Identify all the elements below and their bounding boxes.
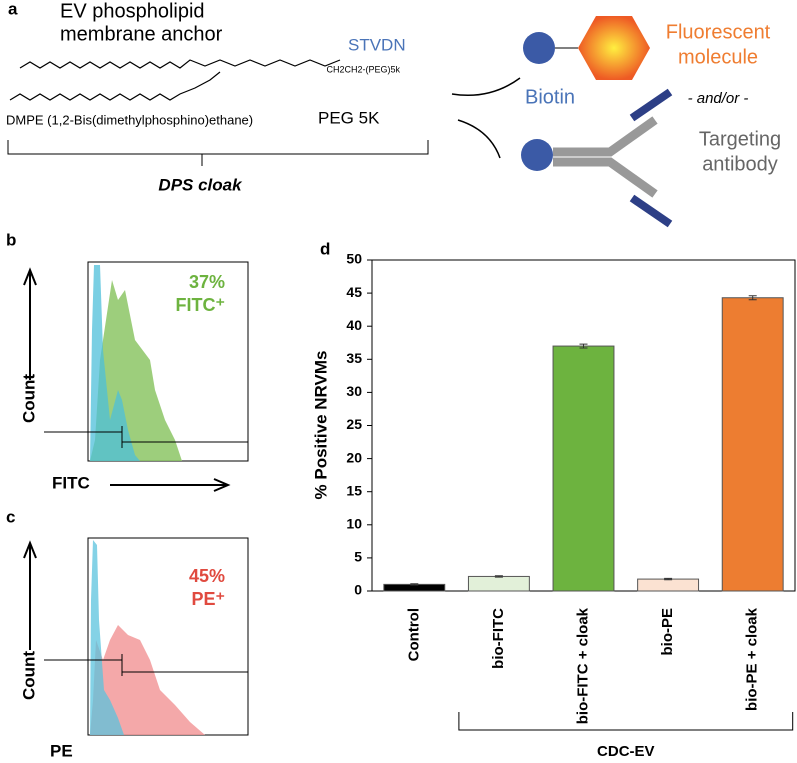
y-tick-label: 50 [346, 251, 362, 267]
histogram-pe [90, 625, 205, 735]
y-tick-label: 15 [346, 482, 362, 498]
panel-letter: b [6, 230, 16, 249]
biotin-label: Biotin [525, 86, 575, 108]
group-bracket [458, 712, 794, 731]
error-bar [494, 575, 503, 578]
marker-label: FITC⁺ [176, 295, 226, 315]
error-bar [748, 295, 757, 301]
panel-letter: d [320, 239, 330, 258]
dmpe-label: DMPE (1,2-Bis(dimethylphosphino)ethane) [6, 112, 253, 127]
y-tick-label: 5 [354, 549, 362, 565]
histogram-control [90, 265, 140, 461]
percent-label: 37% [189, 272, 225, 292]
stvdn-label: STVDN [348, 35, 406, 54]
y-tick-label: 40 [346, 317, 362, 333]
fluorophore-icon [578, 16, 650, 80]
bar [552, 345, 615, 592]
bar [637, 578, 700, 592]
y-tick-label: 20 [346, 449, 362, 465]
andor-label: - and/or - [688, 90, 749, 107]
bracket [7, 140, 429, 166]
cloak-label: DPS cloak [158, 175, 243, 194]
y-tick-label: 35 [346, 350, 362, 366]
y-axis-label: Count [19, 651, 38, 700]
anchor-label: EV phospholipid [60, 0, 205, 22]
x-tick-label: Control [405, 608, 422, 661]
lipid-structure [9, 59, 341, 101]
marker-label: PE⁺ [191, 589, 225, 609]
x-axis-label: PE [50, 741, 73, 760]
x-axis-label: FITC [52, 473, 90, 492]
y-axis-label: Count [19, 374, 38, 423]
gate [44, 654, 248, 676]
axis-arrow [23, 267, 37, 380]
histogram-control [90, 540, 124, 735]
x-tick-label: bio-FITC [490, 608, 507, 669]
y-axis-label: % Positive NRVMs [311, 351, 330, 500]
anchor-label: membrane anchor [60, 23, 223, 45]
gate [44, 426, 248, 448]
fluor-label: molecule [678, 46, 758, 68]
panel-letter: c [6, 507, 15, 526]
arrow [451, 77, 521, 97]
fluor-label: Fluorescent [666, 21, 771, 43]
target-label: Targeting [699, 128, 781, 150]
y-tick-label: 0 [354, 582, 362, 598]
panel-letter: a [8, 0, 18, 18]
y-tick-label: 25 [346, 416, 362, 432]
y-tick-label: 30 [346, 383, 362, 399]
biotin-icon [523, 32, 555, 64]
y-tick-label: 10 [346, 516, 362, 532]
y-tick-label: 45 [346, 284, 362, 300]
x-tick-label: bio-PE + cloak [744, 607, 761, 711]
antibody-icon [521, 88, 673, 228]
error-bar [664, 577, 673, 581]
peg-label: PEG 5K [318, 108, 380, 127]
percent-label: 45% [189, 566, 225, 586]
error-bar [579, 343, 588, 349]
x-tick-label: bio-FITC + cloak [574, 607, 591, 724]
axis-arrow [23, 540, 37, 650]
chain-label: CH2CH2-(PEG)5k [326, 64, 400, 74]
axis-arrow [110, 478, 231, 492]
bar-chart: d % Positive NRVMs 0 5 10 15 20 25 30 35 40 45 50 C… [311, 239, 796, 760]
error-bar [410, 583, 419, 586]
target-label: antibody [702, 153, 778, 175]
group-label: CDC-EV [597, 743, 655, 760]
x-tick-label: bio-PE [659, 608, 676, 656]
arrow [457, 119, 501, 159]
bar [467, 575, 530, 592]
bar [721, 297, 784, 592]
